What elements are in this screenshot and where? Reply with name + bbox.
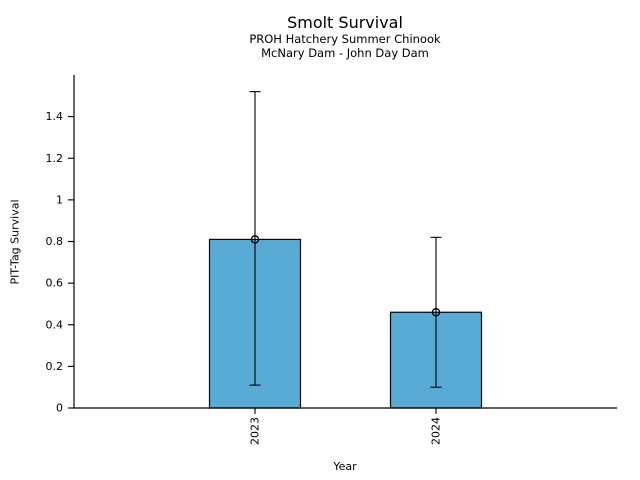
y-axis-label: PIT-Tag Survival (9, 199, 22, 284)
chart-title: Smolt Survival (287, 13, 403, 32)
ticks-layer: 2023 2024 0 0.2 0.4 0.6 0.8 1 1.2 1.4 (46, 110, 443, 445)
y-tick-label: 1 (56, 193, 63, 206)
bars-layer (208, 238, 483, 409)
y-tick-label: 0 (56, 402, 63, 415)
y-tick-label: 0.4 (46, 318, 64, 331)
point-marker-2024 (431, 308, 441, 317)
y-tick-label: 0.2 (46, 360, 64, 373)
point-marker-2023 (250, 235, 260, 244)
y-tick-label: 0.8 (46, 235, 64, 248)
error-bars-layer (249, 91, 442, 388)
axes-layer (73, 75, 617, 409)
x-axis-label: Year (332, 460, 357, 473)
chart-subtitle-line1: PROH Hatchery Summer Chinook (249, 32, 441, 46)
chart-subtitle-line2: McNary Dam - John Day Dam (261, 46, 429, 60)
y-tick-label: 0.6 (46, 277, 64, 290)
y-tick-label: 1.2 (46, 152, 64, 165)
y-tick-label: 1.4 (46, 110, 64, 123)
axis-spines (73, 75, 617, 409)
x-tick-label-2023: 2023 (249, 417, 262, 445)
x-tick-label-2024: 2024 (430, 417, 443, 445)
